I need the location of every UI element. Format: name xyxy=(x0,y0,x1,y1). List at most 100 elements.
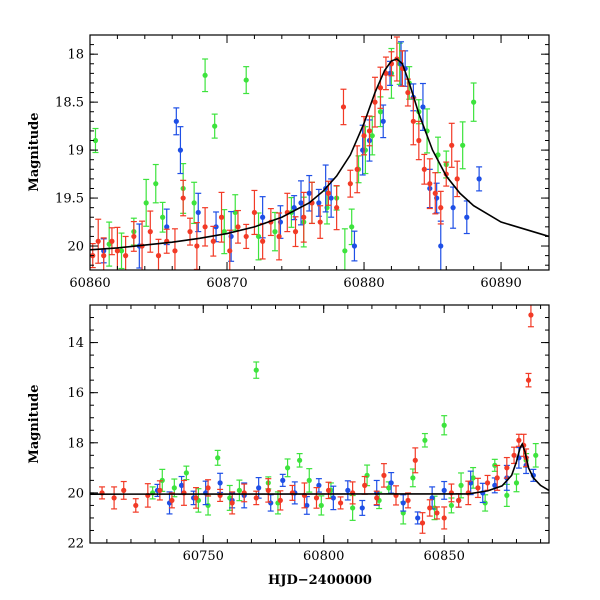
top-green-data-point xyxy=(349,224,355,230)
top-axis-ticks: 60860 60870 60880 60890 18 18.5 19 19.5 20 xyxy=(55,34,549,291)
top-red-data-point xyxy=(292,229,299,235)
top-red-data-point xyxy=(432,190,438,196)
top-green-data-point xyxy=(221,229,227,235)
top-blue-data-point xyxy=(173,118,179,124)
bottom-red-data-point xyxy=(265,487,271,493)
bottom-red-data-point xyxy=(121,487,127,493)
bottom-green-data-point xyxy=(284,465,291,471)
top-green-data-point xyxy=(369,133,375,139)
bottom-red-data-point xyxy=(253,495,259,501)
top-green-data-point xyxy=(92,137,99,144)
bottom-green-data-point xyxy=(533,452,539,458)
top-red-data-point xyxy=(114,248,121,254)
bottom-blue-data-point xyxy=(316,482,322,488)
bottom-blue-data-point xyxy=(359,505,365,511)
top-red-data-point xyxy=(180,195,186,201)
top-blue-data-point xyxy=(260,214,266,220)
bottom-data-points xyxy=(99,305,539,534)
bottom-blue-data-point xyxy=(345,487,351,493)
top-red-data-point xyxy=(454,176,460,182)
bottom-green-data-point xyxy=(441,422,447,428)
bottom-red-data-point xyxy=(441,515,447,521)
top-red-data-point xyxy=(187,229,193,235)
top-red-data-point xyxy=(147,229,153,235)
top-red-data-point xyxy=(194,243,200,249)
bottom-blue-data-point xyxy=(492,482,498,488)
top-green-data-point xyxy=(118,248,125,254)
bottom-red-data-point xyxy=(313,495,320,501)
top-green-data-point xyxy=(435,152,441,158)
top-red-data-point xyxy=(410,118,416,124)
bottom-green-data-point xyxy=(504,492,510,498)
bottom-green-data-point xyxy=(448,502,455,509)
bottom-red-data-point xyxy=(229,500,235,506)
top-blue-data-point xyxy=(450,205,456,211)
bottom-red-data-point xyxy=(484,480,491,486)
top-green-data-point xyxy=(143,200,149,206)
bottom-red-data-point xyxy=(456,497,462,504)
top-y-tick-label: 19 xyxy=(67,144,84,159)
bottom-y-tick-label: 20 xyxy=(67,486,84,501)
top-red-data-point xyxy=(227,248,233,254)
top-green-data-point xyxy=(342,248,348,254)
top-x-tick-label: 60860 xyxy=(69,276,110,291)
bottom-light-curve-panel: 60750 60800 60850 14 16 18 20 22 Magnitude HJD−… xyxy=(27,304,550,588)
top-red-data-point xyxy=(243,233,249,240)
top-red-data-point xyxy=(325,190,332,196)
bottom-x-tick-label: 60800 xyxy=(303,549,344,564)
top-plot-frame xyxy=(89,34,550,271)
bottom-red-data-point xyxy=(504,465,510,471)
bottom-red-data-point xyxy=(525,377,532,383)
bottom-green-data-point xyxy=(236,487,242,493)
bottom-axis-ticks: 60750 60800 60850 14 16 18 20 22 xyxy=(67,304,549,564)
bottom-x-tick-label: 60850 xyxy=(424,549,465,564)
bottom-green-data-point xyxy=(318,502,324,509)
top-red-data-point xyxy=(95,238,101,244)
top-y-tick-label: 19.5 xyxy=(55,192,84,207)
bottom-red-data-point xyxy=(374,495,380,501)
bottom-y-axis-label: Magnitude xyxy=(27,384,42,463)
bottom-red-data-point xyxy=(427,505,433,511)
top-green-data-point xyxy=(160,214,166,220)
bottom-green-data-point xyxy=(297,457,303,463)
bottom-green-data-point xyxy=(422,437,428,443)
top-blue-data-point xyxy=(438,243,444,249)
bottom-green-data-point xyxy=(470,475,476,481)
top-red-data-point xyxy=(155,253,162,259)
bottom-red-data-point xyxy=(434,510,440,516)
bottom-green-data-point xyxy=(386,485,392,491)
top-red-data-point xyxy=(372,99,378,105)
top-green-data-point xyxy=(471,99,477,105)
top-x-tick-label: 60880 xyxy=(343,276,384,291)
bottom-blue-data-point xyxy=(415,515,421,521)
bottom-green-data-point xyxy=(171,485,177,491)
top-blue-data-point xyxy=(351,243,358,249)
bottom-red-data-point xyxy=(412,457,418,463)
bottom-red-data-point xyxy=(169,497,175,504)
bottom-x-tick-label: 60750 xyxy=(183,549,224,564)
top-red-data-point xyxy=(334,205,340,211)
top-red-data-point xyxy=(354,166,360,172)
bottom-blue-data-point xyxy=(280,477,286,483)
top-green-data-point xyxy=(202,72,208,78)
top-green-data-point xyxy=(272,229,278,235)
bottom-green-data-point xyxy=(458,482,464,488)
top-red-data-point xyxy=(405,89,411,96)
top-red-data-point xyxy=(427,181,433,187)
top-y-tick-label: 18 xyxy=(67,48,84,63)
bottom-red-data-point xyxy=(475,485,481,491)
bottom-y-tick-label: 22 xyxy=(67,537,84,552)
top-blue-data-point xyxy=(164,224,170,230)
top-blue-data-point xyxy=(298,200,304,206)
bottom-red-data-point xyxy=(405,497,411,504)
top-y-tick-label: 18.5 xyxy=(55,96,84,111)
top-red-data-point xyxy=(109,238,115,244)
bottom-red-data-point xyxy=(325,487,332,493)
bottom-blue-data-point xyxy=(178,482,185,488)
bottom-red-data-point xyxy=(277,497,283,504)
top-blue-data-point xyxy=(420,104,426,110)
top-red-data-point xyxy=(172,248,178,254)
top-green-data-point xyxy=(460,142,466,148)
top-blue-data-point xyxy=(476,176,482,182)
